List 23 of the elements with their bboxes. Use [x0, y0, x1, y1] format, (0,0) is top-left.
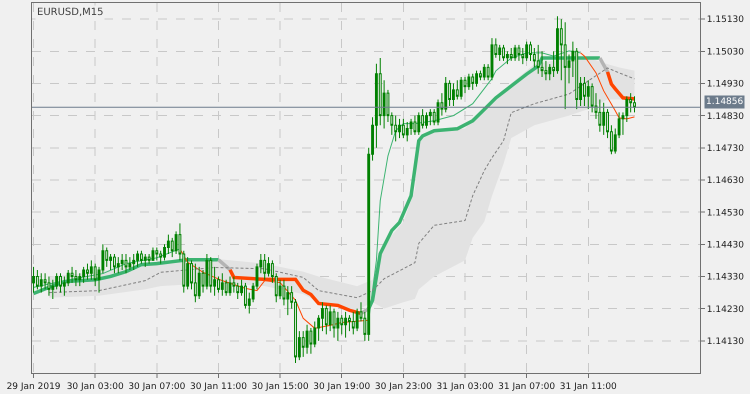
x-tick-label: 30 Jan 11:00	[190, 382, 248, 392]
y-tick-label: 1.14530	[706, 208, 744, 218]
x-tick-label: 31 Jan 03:00	[436, 382, 494, 392]
x-tick-label: 31 Jan 07:00	[498, 382, 556, 392]
y-tick-label: 1.14730	[706, 144, 744, 154]
x-tick-label: 30 Jan 19:00	[313, 382, 370, 392]
ref-line-label: 1.14856	[706, 97, 744, 107]
y-tick-label: 1.14630	[706, 176, 744, 186]
chart-title: EURUSD,M15	[37, 7, 104, 18]
y-tick-label: 1.14130	[706, 336, 744, 347]
y-tick-label: 1.14830	[706, 112, 744, 122]
y-tick-label: 1.14430	[706, 240, 744, 250]
x-tick-label: 31 Jan 11:00	[560, 382, 618, 392]
y-tick-label: 1.15030	[706, 47, 744, 58]
x-tick-label: 30 Jan 23:00	[374, 382, 432, 392]
x-tick-label: 29 Jan 2019	[6, 382, 61, 392]
y-tick-label: 1.14330	[706, 272, 744, 283]
y-tick-label: 1.14930	[706, 80, 744, 90]
x-tick-label: 30 Jan 03:00	[66, 382, 124, 392]
y-tick-label: 1.14230	[706, 304, 744, 315]
x-tick-label: 30 Jan 07:00	[128, 382, 186, 392]
y-tick-label: 1.15130	[706, 15, 744, 26]
x-tick-label: 30 Jan 15:00	[252, 382, 309, 392]
